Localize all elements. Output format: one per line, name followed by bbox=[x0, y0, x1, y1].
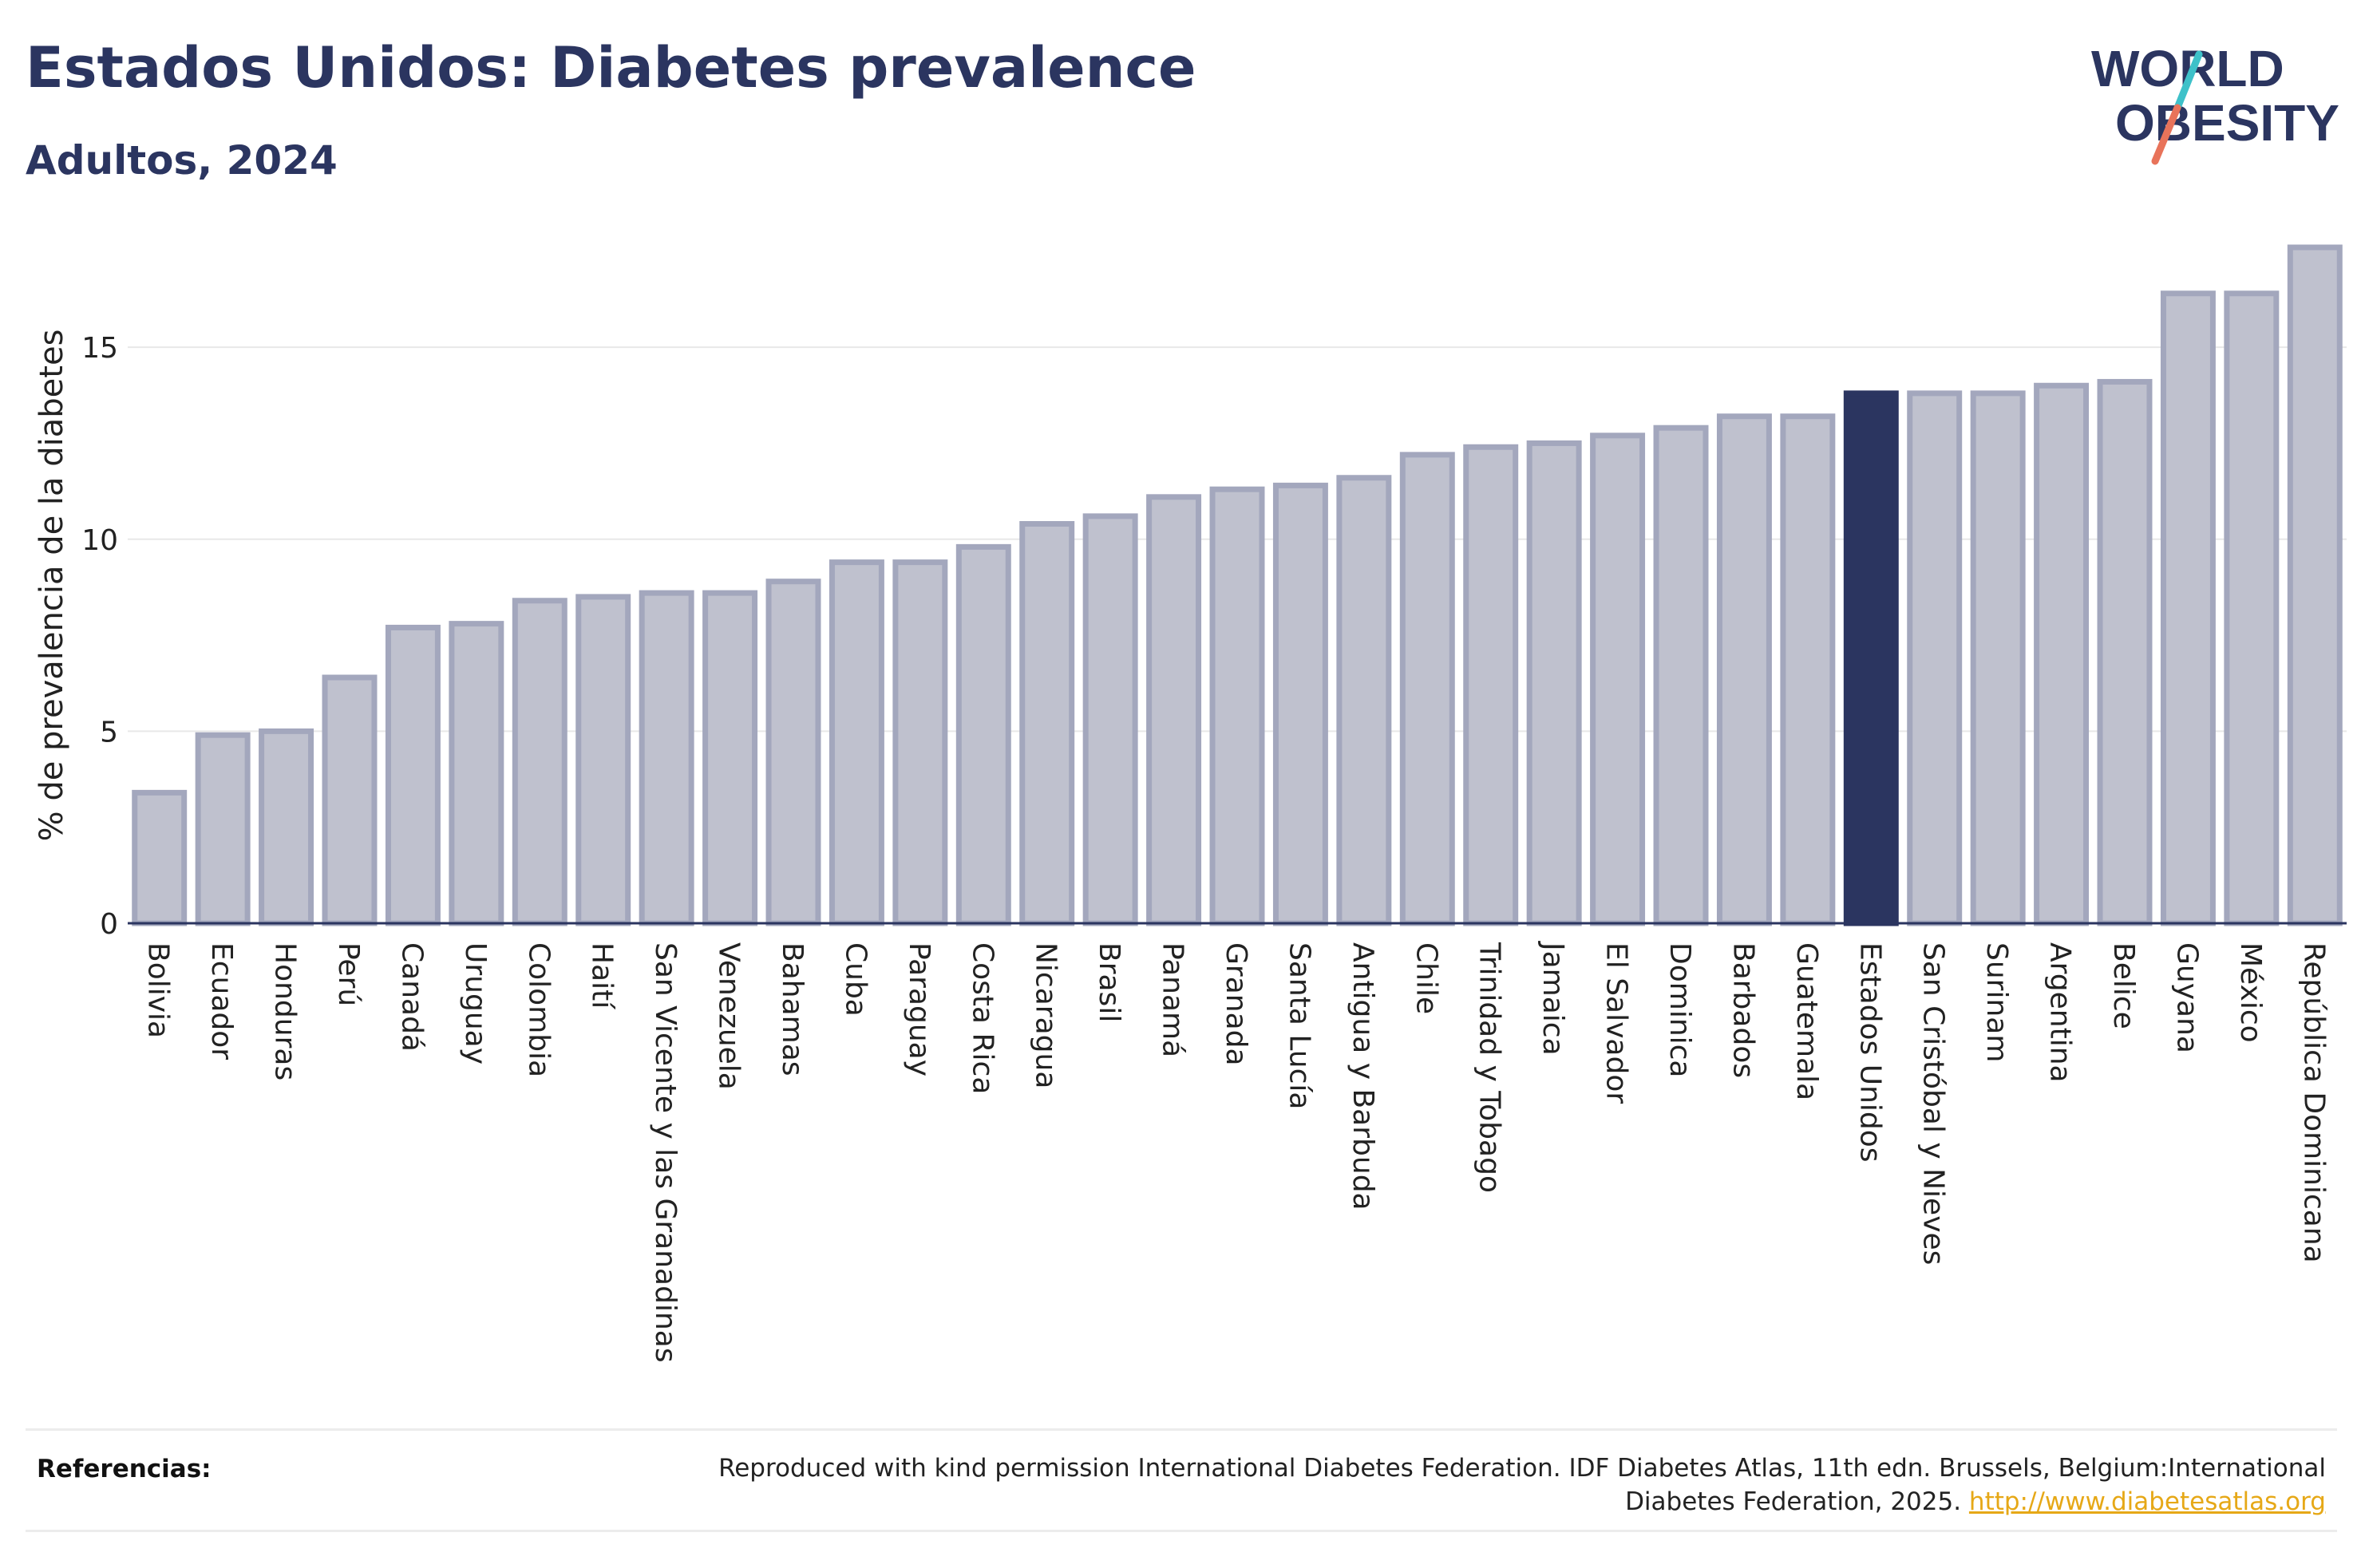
bar bbox=[1970, 390, 2026, 926]
bar bbox=[1590, 432, 1646, 926]
x-tick-label: Surinam bbox=[1980, 942, 2013, 1062]
bar bbox=[702, 590, 758, 926]
references-link[interactable]: http://www.diabetesatlas.org bbox=[1968, 1487, 2326, 1516]
references-citation: Reproduced with kind permission Internat… bbox=[718, 1454, 2326, 1516]
bar bbox=[512, 598, 568, 926]
bar bbox=[2097, 378, 2153, 926]
bar bbox=[2224, 290, 2280, 926]
x-tick-label: Jamaica bbox=[1536, 941, 1569, 1056]
x-tick-label: Uruguay bbox=[459, 942, 492, 1064]
references-text: Reproduced with kind permission Internat… bbox=[650, 1451, 2326, 1519]
x-tick-label: Paraguay bbox=[903, 942, 935, 1076]
y-tick-label: 10 bbox=[81, 524, 118, 557]
x-tick-label: Brasil bbox=[1093, 942, 1125, 1022]
x-tick-label: San Vicente y las Granadinas bbox=[649, 942, 682, 1363]
x-tick-label: Estados Unidos bbox=[1853, 942, 1886, 1163]
y-axis-label: % de prevalencia de la diabetes bbox=[34, 330, 70, 842]
x-tick-label: Honduras bbox=[269, 942, 302, 1080]
x-tick-label: Guatemala bbox=[1790, 942, 1823, 1100]
bar bbox=[1082, 513, 1138, 926]
bar bbox=[1019, 521, 1075, 926]
x-tick-label: Trinidad y Tobago bbox=[1473, 942, 1506, 1193]
bar bbox=[1653, 425, 1709, 926]
bar-chart: 0 5 10 15 % de prevalencia de la diabetes Bol… bbox=[34, 244, 2347, 1363]
bar bbox=[1780, 413, 1836, 926]
bar bbox=[829, 559, 884, 926]
bar bbox=[1526, 440, 1582, 926]
logo-slash-coral bbox=[2151, 104, 2181, 165]
bar bbox=[575, 594, 631, 926]
x-tick-label: Panamá bbox=[1157, 942, 1189, 1057]
bar-highlight bbox=[1843, 390, 1899, 926]
page-title: Estados Unidos: Diabetes prevalence bbox=[26, 35, 1196, 101]
bar bbox=[449, 621, 504, 926]
y-tick-label: 5 bbox=[100, 716, 118, 748]
bar bbox=[1399, 452, 1455, 926]
x-tick-label: Belice bbox=[2107, 942, 2140, 1029]
x-tick-label: Costa Rica bbox=[966, 942, 999, 1094]
bar bbox=[132, 789, 188, 926]
bar bbox=[1336, 475, 1392, 926]
bar bbox=[2287, 244, 2343, 926]
x-tick-label: Cuba bbox=[839, 942, 872, 1017]
bar bbox=[892, 559, 948, 926]
x-tick-label: México bbox=[2234, 942, 2267, 1043]
x-tick-label: Colombia bbox=[522, 942, 555, 1077]
bar bbox=[955, 543, 1011, 926]
x-tick-label: Venezuela bbox=[713, 942, 745, 1090]
references-section: Referencias: Reproduced with kind permis… bbox=[26, 1428, 2337, 1532]
x-tick-label: Antigua y Barbuda bbox=[1347, 942, 1379, 1211]
x-tick-label: Guyana bbox=[2170, 942, 2203, 1053]
x-tick-label: República Dominicana bbox=[2297, 942, 2330, 1263]
bar bbox=[2160, 290, 2216, 926]
bar bbox=[385, 624, 441, 926]
y-tick-label: 0 bbox=[100, 908, 118, 941]
x-tick-label: Argentina bbox=[2044, 942, 2077, 1083]
logo-slash-teal bbox=[2173, 50, 2203, 112]
logo-line2: OBESITY bbox=[2115, 94, 2339, 152]
bar bbox=[2034, 382, 2090, 926]
x-tick-label: Nicaragua bbox=[1030, 942, 1062, 1088]
page-subtitle: Adultos, 2024 bbox=[26, 137, 338, 184]
x-tick-label: San Cristóbal y Nieves bbox=[1917, 942, 1950, 1265]
x-tick-label: Perú bbox=[332, 942, 365, 1006]
x-tick-label: Chile bbox=[1410, 942, 1442, 1014]
world-obesity-logo: WORLD OBESITY bbox=[2091, 40, 2339, 165]
x-tick-label: Santa Lucía bbox=[1283, 942, 1315, 1109]
bar bbox=[322, 674, 378, 926]
bar bbox=[1907, 390, 1963, 926]
y-tick-label: 15 bbox=[81, 332, 118, 365]
bar bbox=[1209, 486, 1265, 926]
x-tick-label: Dominica bbox=[1663, 942, 1696, 1078]
x-tick-label: El Salvador bbox=[1600, 942, 1633, 1104]
bar bbox=[639, 590, 694, 926]
bar bbox=[765, 579, 821, 926]
x-tick-label: Barbados bbox=[1726, 942, 1759, 1078]
x-tick-label: Ecuador bbox=[205, 942, 238, 1060]
bar bbox=[1272, 482, 1328, 926]
bar bbox=[1146, 494, 1202, 926]
references-label: Referencias: bbox=[37, 1455, 212, 1483]
bar bbox=[259, 728, 314, 926]
bar bbox=[1716, 413, 1772, 926]
x-tick-label: Granada bbox=[1220, 942, 1252, 1066]
bar bbox=[1463, 444, 1519, 926]
x-tick-label: Haití bbox=[586, 942, 619, 1009]
bar bbox=[195, 732, 251, 926]
x-tick-label: Canadá bbox=[395, 942, 428, 1052]
x-tick-label: Bolivia bbox=[142, 942, 175, 1038]
x-tick-label: Bahamas bbox=[776, 942, 809, 1076]
